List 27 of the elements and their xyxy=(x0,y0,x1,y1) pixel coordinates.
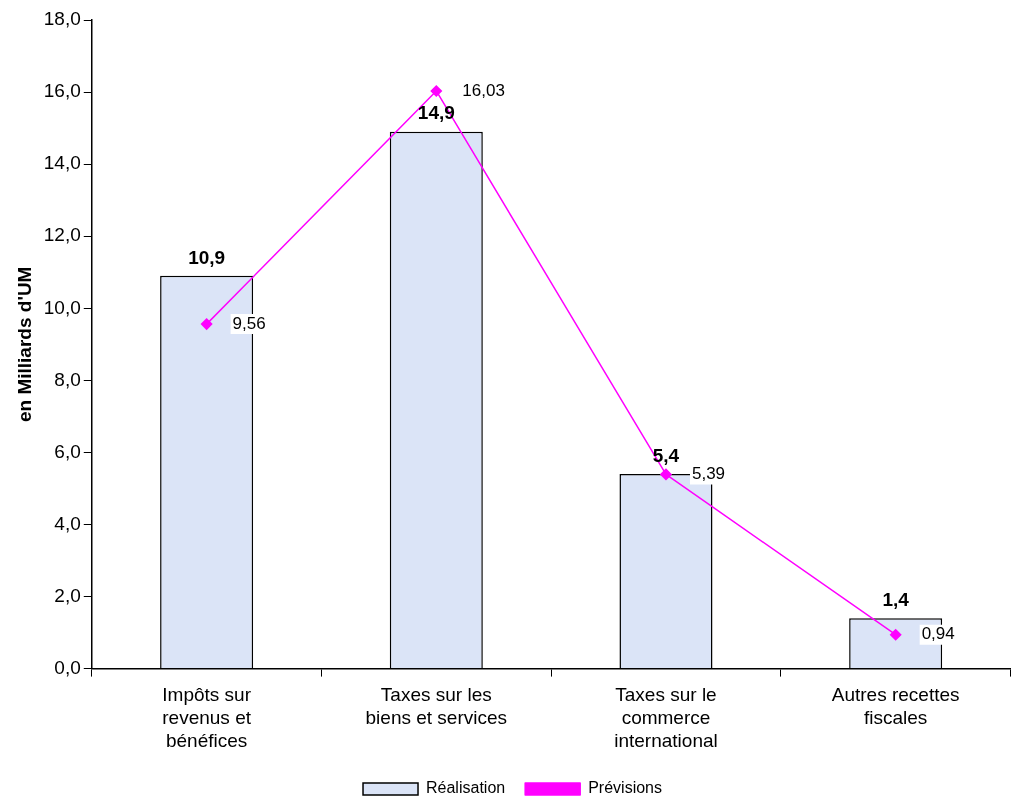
y-tick-label: 18,0 xyxy=(43,8,81,30)
x-tick-label: Taxes sur les biens et services xyxy=(365,684,508,729)
y-axis-title: en Milliards d'UM xyxy=(13,266,35,423)
point xyxy=(889,628,902,641)
y-tick-label: 4,0 xyxy=(54,512,81,534)
data-label: 10,9 xyxy=(188,246,226,268)
data-label: 1,4 xyxy=(882,588,910,610)
y-tick-label: 12,0 xyxy=(43,224,81,246)
legend-label: Prévisions xyxy=(588,779,662,797)
legend-label: Réalisation xyxy=(426,779,506,797)
x-tick-label: Taxes sur le commerce international xyxy=(614,684,718,751)
x-tick-label: Impôts sur revenus et bénéfices xyxy=(162,684,252,751)
y-tick-label: 2,0 xyxy=(54,584,81,606)
y-tick-label: 14,0 xyxy=(43,152,81,174)
y-tick-label: 0,0 xyxy=(54,656,81,678)
point xyxy=(660,468,672,481)
point xyxy=(430,85,443,97)
data-label: 5,39 xyxy=(691,464,726,484)
y-tick-label: 6,0 xyxy=(54,440,81,462)
data-label: 0,94 xyxy=(921,624,955,644)
point xyxy=(200,318,213,330)
y-tick-label: 16,0 xyxy=(43,80,81,102)
data-label: 9,56 xyxy=(232,313,266,333)
x-tick-label: Autres recettes fiscales xyxy=(831,684,960,729)
data-label: 16,03 xyxy=(462,80,505,100)
y-tick-label: 10,0 xyxy=(43,296,81,318)
y-tick-label: 8,0 xyxy=(54,368,81,390)
